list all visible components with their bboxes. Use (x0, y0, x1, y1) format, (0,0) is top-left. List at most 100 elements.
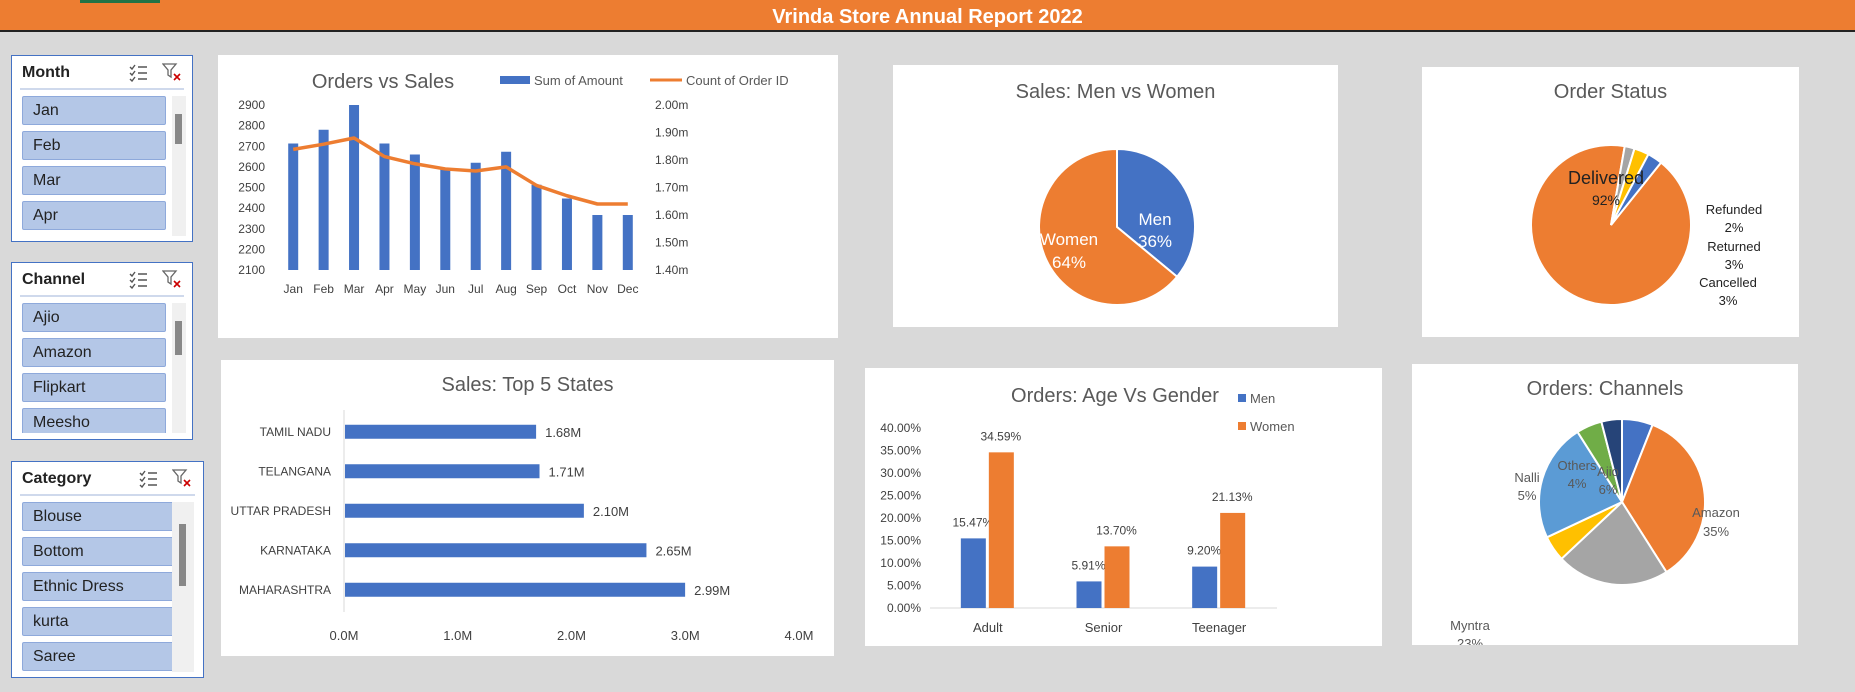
slicer-scrollbar[interactable] (172, 502, 194, 672)
clear-filter-icon[interactable] (162, 62, 182, 82)
orders-line (292, 136, 628, 206)
x-tick-label: 1.0M (443, 628, 472, 643)
month-slicer[interactable]: Month Jan Feb Mar Apr (11, 55, 193, 242)
slicer-item-blouse[interactable]: Blouse (22, 502, 177, 531)
orders-vs-sales-chart[interactable]: Orders vs Sales Sum of Amount Count of O… (218, 55, 838, 338)
y-left-tick-label: 2200 (238, 242, 265, 256)
top-states-chart[interactable]: Sales: Top 5 States TAMIL NADU 1.68M TELAN… (221, 360, 834, 656)
slice-others (1600, 417, 1623, 503)
bar-feb (318, 129, 329, 270)
data-label: 21.13% (1212, 490, 1253, 504)
category-slicer[interactable]: Category Blouse Bottom Ethnic Dress kurt… (11, 461, 204, 678)
y-tick-label: 5.00% (887, 579, 921, 593)
slicer-item-kurta[interactable]: kurta (22, 607, 177, 636)
slice-name-delivered: Delivered (1568, 168, 1644, 188)
bar-men-senior (1076, 581, 1102, 608)
bar-jan (288, 143, 299, 270)
age-vs-gender-chart[interactable]: Orders: Age Vs Gender Men Women 40.00% 35… (865, 368, 1382, 646)
slicer-item-ajio[interactable]: Ajio (22, 303, 166, 332)
bar-women-senior (1104, 546, 1130, 608)
slicer-item-flipkart[interactable]: Flipkart (22, 373, 166, 402)
state-label-tamil-nadu: TAMIL NADU (260, 425, 331, 439)
y-right-tick-label: 1.60m (655, 208, 688, 222)
slice-name-returned: Returned (1707, 239, 1760, 254)
order-status-chart[interactable]: Order Status Delivered 92% Refunded 2% Retur… (1422, 67, 1799, 337)
scrollbar-thumb[interactable] (179, 524, 186, 586)
bar-sep (531, 184, 542, 270)
order-status-pie: Delivered 92% Refunded 2% Returned 3% Cancelle… (1530, 144, 1762, 308)
slice-name-women: Women (1040, 230, 1098, 249)
bar-telangana (345, 464, 540, 479)
slice-name-men: Men (1138, 210, 1171, 229)
x-tick-label: 0.0M (330, 628, 359, 643)
men-vs-women-chart[interactable]: Sales: Men vs Women Men 36% Women 64% (893, 65, 1338, 327)
orders-vs-sales-svg: Orders vs Sales Sum of Amount Count of O… (238, 71, 789, 296)
slice-myntra (1538, 430, 1624, 539)
slice-label-ajio: 6% (1599, 482, 1618, 497)
men-vs-women-pie: Men 36% Women 64% (1038, 147, 1196, 306)
chart-title: Orders: Channels (1526, 378, 1684, 400)
slicer-item-saree[interactable]: Saree (22, 642, 177, 671)
slice-label-nalli: 5% (1518, 488, 1537, 503)
slice-label-cancelled: 3% (1719, 293, 1738, 308)
slicer-item-ethnic-dress[interactable]: Ethnic Dress (22, 572, 177, 601)
slice-label-myntra: 23% (1457, 636, 1483, 645)
slicer-item-amazon[interactable]: Amazon (22, 338, 166, 367)
y-tick-label: 35.00% (880, 444, 921, 458)
clear-filter-icon[interactable] (172, 468, 192, 488)
channels-pie: Ajio6%Amazon35%Flipkart22%Meesho5%Myntra… (1450, 417, 1740, 651)
x-tick-label: 4.0M (785, 628, 814, 643)
slicer-scrollbar[interactable] (172, 96, 186, 236)
state-label-maharashtra: MAHARASHTRA (239, 583, 331, 597)
x-tick-label: Adult (973, 620, 1003, 635)
slice-men (1116, 147, 1196, 279)
data-label: 34.59% (980, 429, 1021, 443)
scrollbar-thumb[interactable] (175, 321, 182, 355)
channel-slicer[interactable]: Channel Ajio Amazon Flipkart Meesho (11, 262, 193, 440)
slicer-item-feb[interactable]: Feb (22, 131, 166, 160)
x-tick-label: Oct (558, 282, 577, 296)
multi-select-icon[interactable] (128, 269, 148, 289)
slice-label-men: 36% (1138, 232, 1172, 251)
title-bar: Vrinda Store Annual Report 2022 (0, 0, 1855, 32)
channels-chart[interactable]: Orders: Channels Ajio6%Amazon35%Flipkart… (1412, 364, 1798, 651)
slicer-item-mar[interactable]: Mar (22, 166, 166, 195)
clear-filter-icon[interactable] (162, 269, 182, 289)
value-label-telangana: 1.71M (549, 464, 585, 479)
y-tick-label: 40.00% (880, 421, 921, 435)
legend-swatch-amount (500, 76, 530, 84)
slice-label-delivered: 92% (1592, 192, 1620, 208)
slicer-item-apr[interactable]: Apr (22, 201, 166, 230)
slicer-header: Month (20, 56, 184, 90)
slice-name-others: Others (1557, 458, 1597, 473)
slicer-scrollbar[interactable] (172, 303, 186, 433)
legend-swatch-men (1238, 394, 1246, 402)
chart-title: Orders vs Sales (312, 71, 454, 93)
slicer-item-meesho[interactable]: Meesho (22, 408, 166, 433)
legend-label-orders: Count of Order ID (686, 73, 789, 88)
legend-label-women: Women (1250, 419, 1295, 434)
scrollbar-thumb[interactable] (175, 114, 182, 144)
slice-name-nalli: Nalli (1514, 470, 1539, 485)
y-left-tick-label: 2400 (238, 201, 265, 215)
slicer-item-jan[interactable]: Jan (22, 96, 166, 125)
bar-jul (470, 162, 481, 270)
y-right-tick-label: 1.90m (655, 126, 688, 140)
chart-title: Sales: Men vs Women (1015, 81, 1216, 103)
slice-label-women: 64% (1052, 253, 1086, 272)
x-tick-label: Dec (617, 282, 638, 296)
slicer-title: Category (22, 470, 92, 487)
slice-label-others: 4% (1568, 476, 1587, 491)
slicer-title: Month (22, 64, 70, 81)
multi-select-icon[interactable] (128, 62, 148, 82)
report-title: Vrinda Store Annual Report 2022 (772, 6, 1083, 28)
x-tick-label: Apr (375, 282, 394, 296)
multi-select-icon[interactable] (138, 468, 158, 488)
bar-aug (501, 151, 512, 270)
x-tick-label: Aug (495, 282, 516, 296)
x-tick-label: Senior (1085, 620, 1123, 635)
value-label-uttar-pradesh: 2.10M (593, 504, 629, 519)
slicer-item-bottom[interactable]: Bottom (22, 537, 177, 566)
y-right-tick-label: 1.70m (655, 181, 688, 195)
x-tick-label: 2.0M (557, 628, 586, 643)
